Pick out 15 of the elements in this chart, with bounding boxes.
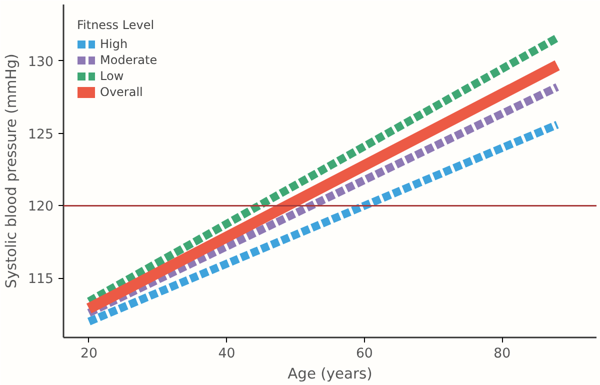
x-tick-label: 80 <box>494 346 511 362</box>
y-axis-title: Systolic blood pressure (mmHg) <box>3 54 20 288</box>
y-tick-label: 120 <box>28 200 54 215</box>
x-tick-label: 20 <box>80 346 98 362</box>
y-tick-label: 125 <box>28 127 54 142</box>
x-tick-label: 40 <box>218 346 236 362</box>
legend-title: Fitness Level <box>77 18 156 32</box>
legend-label: Overall <box>100 85 143 99</box>
y-tick-label: 130 <box>28 54 54 70</box>
x-tick-label: 60 <box>356 346 373 362</box>
legend-label: High <box>100 37 128 51</box>
x-axis-title: Age (years) <box>288 366 372 382</box>
y-tick-label: 115 <box>28 272 54 288</box>
legend-label: Moderate <box>100 53 158 67</box>
legend-label: Low <box>100 69 124 83</box>
